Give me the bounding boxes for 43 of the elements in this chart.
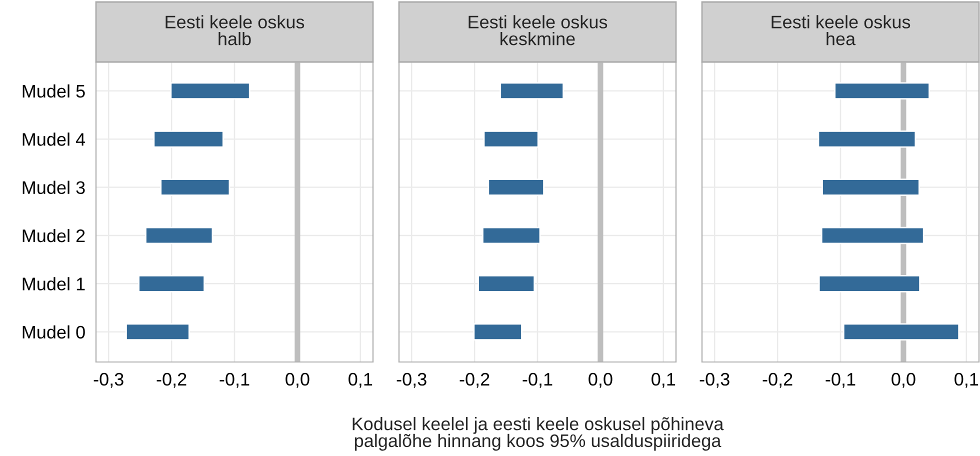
bar [483, 130, 539, 148]
x-tick-label: -0,2 [156, 372, 186, 388]
bar [126, 323, 190, 341]
y-tick-label: Mudel 3 [22, 180, 85, 194]
x-tick-label: 0,0 [588, 372, 612, 388]
bar [160, 178, 230, 196]
y-tick-label: Mudel 4 [22, 132, 86, 146]
x-tick-label: 0,1 [348, 372, 372, 388]
x-axis-title: Kodusel keelel ja eesti keele oskusel põhineva palgalõhe hinnang koos 95% usalduspiiridega [352, 417, 724, 451]
x-tick-label: 0,0 [892, 372, 916, 388]
bar [145, 226, 214, 244]
bar [818, 275, 921, 292]
bar [138, 275, 205, 292]
chart-title: Eesti keele oskus keskmine [468, 15, 608, 46]
x-tick-label: 0,1 [652, 372, 676, 388]
x-tick-label: -0,2 [460, 372, 490, 388]
bar [482, 226, 541, 244]
bar [153, 130, 224, 148]
bar [818, 130, 916, 148]
x-tick-label: -0,2 [762, 372, 792, 388]
x-tick-label: -0,1 [220, 372, 250, 388]
chart-title: Eesti keele oskus halb [166, 15, 304, 46]
y-tick-label: Mudel 1 [22, 277, 85, 290]
y-tick-label: Mudel 0 [22, 325, 85, 339]
x-tick-label: -0,3 [396, 372, 426, 388]
bar [478, 275, 536, 292]
x-tick-label: -0,3 [94, 372, 124, 388]
bar [834, 82, 930, 100]
bar [488, 178, 544, 196]
x-tick-label: -0,1 [522, 372, 552, 388]
bar [842, 323, 960, 341]
bar [500, 82, 564, 100]
x-tick-label: -0,1 [826, 372, 856, 388]
bar [473, 323, 522, 341]
bar [170, 82, 250, 100]
bar [822, 178, 920, 196]
x-tick-label: -0,3 [700, 372, 730, 388]
x-tick-label: 0,1 [954, 372, 978, 388]
bar [820, 226, 924, 244]
y-tick-label: Mudel 2 [22, 228, 85, 242]
chart-title: Eesti keele oskus hea [772, 15, 910, 46]
y-tick-label: Mudel 5 [22, 84, 85, 98]
x-tick-label: 0,0 [286, 372, 310, 388]
